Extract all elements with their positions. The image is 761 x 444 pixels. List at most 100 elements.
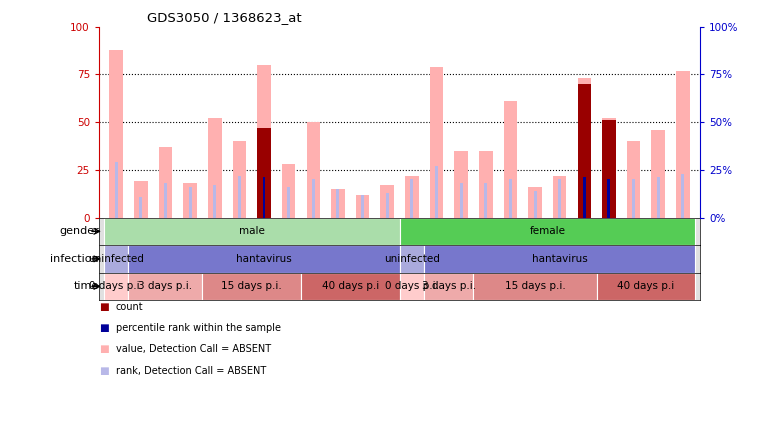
Bar: [632, 179, 635, 218]
Bar: [670, 218, 696, 290]
Bar: [263, 178, 266, 218]
Text: infection: infection: [50, 254, 99, 264]
Bar: [356, 194, 369, 218]
Bar: [498, 218, 523, 290]
Bar: [103, 218, 400, 245]
Bar: [607, 179, 610, 218]
Bar: [473, 273, 597, 300]
Bar: [400, 218, 696, 245]
Bar: [159, 147, 172, 218]
Text: 15 days p.i.: 15 days p.i.: [221, 281, 282, 291]
Bar: [103, 273, 129, 300]
Bar: [326, 218, 350, 290]
Bar: [460, 183, 463, 218]
Bar: [553, 175, 566, 218]
Bar: [287, 187, 290, 218]
Bar: [103, 218, 129, 290]
Bar: [583, 178, 586, 218]
Bar: [233, 141, 246, 218]
Bar: [202, 273, 301, 300]
Bar: [676, 71, 689, 218]
Bar: [183, 183, 197, 218]
Bar: [227, 218, 252, 290]
Bar: [202, 218, 227, 290]
Bar: [681, 174, 684, 218]
Bar: [657, 178, 660, 218]
Bar: [627, 141, 640, 218]
Bar: [252, 218, 276, 290]
Text: 40 days p.i: 40 days p.i: [322, 281, 379, 291]
Text: hantavirus: hantavirus: [236, 254, 292, 264]
Text: ■: ■: [99, 302, 109, 312]
Bar: [479, 151, 492, 218]
Text: ■: ■: [99, 345, 109, 354]
Bar: [276, 218, 301, 290]
Bar: [380, 185, 394, 218]
Bar: [336, 189, 339, 218]
Bar: [301, 273, 400, 300]
Bar: [528, 187, 542, 218]
Bar: [621, 218, 646, 290]
Bar: [473, 218, 498, 290]
Text: value, Detection Call = ABSENT: value, Detection Call = ABSENT: [116, 345, 271, 354]
Text: uninfected: uninfected: [88, 254, 144, 264]
Bar: [405, 175, 419, 218]
Bar: [263, 178, 266, 218]
Text: uninfected: uninfected: [384, 254, 440, 264]
Bar: [103, 245, 129, 273]
Bar: [129, 218, 153, 290]
Bar: [559, 179, 561, 218]
Text: 0 days p.i.: 0 days p.i.: [385, 281, 439, 291]
Bar: [602, 120, 616, 218]
Bar: [400, 273, 424, 300]
Bar: [129, 245, 400, 273]
Bar: [578, 84, 591, 218]
Bar: [504, 101, 517, 218]
Text: rank, Detection Call = ABSENT: rank, Detection Call = ABSENT: [116, 366, 266, 376]
Bar: [110, 50, 123, 218]
Bar: [424, 245, 696, 273]
Bar: [509, 179, 512, 218]
Text: GDS3050 / 1368623_at: GDS3050 / 1368623_at: [147, 11, 301, 24]
Text: 15 days p.i.: 15 days p.i.: [505, 281, 565, 291]
Text: time: time: [74, 281, 99, 291]
Text: 3 days p.i.: 3 days p.i.: [422, 281, 476, 291]
Bar: [257, 65, 271, 218]
Text: percentile rank within the sample: percentile rank within the sample: [116, 323, 281, 333]
Text: 0 days p.i.: 0 days p.i.: [89, 281, 143, 291]
Bar: [597, 273, 696, 300]
Bar: [153, 218, 178, 290]
Bar: [361, 194, 364, 218]
Bar: [410, 179, 413, 218]
Bar: [257, 128, 271, 218]
Bar: [400, 218, 424, 290]
Bar: [430, 67, 443, 218]
Bar: [312, 179, 315, 218]
Text: gender: gender: [59, 226, 99, 236]
Text: female: female: [530, 226, 565, 236]
Text: count: count: [116, 302, 143, 312]
Bar: [189, 187, 192, 218]
Text: ■: ■: [99, 323, 109, 333]
Bar: [449, 218, 473, 290]
Bar: [331, 189, 345, 218]
Bar: [578, 78, 591, 218]
Bar: [583, 175, 586, 218]
Bar: [435, 166, 438, 218]
Bar: [282, 164, 295, 218]
Bar: [129, 273, 202, 300]
Bar: [213, 185, 216, 218]
Bar: [301, 218, 326, 290]
Bar: [424, 218, 449, 290]
Bar: [646, 218, 670, 290]
Text: 40 days p.i: 40 days p.i: [617, 281, 674, 291]
Bar: [386, 193, 389, 218]
Bar: [134, 181, 148, 218]
Text: male: male: [239, 226, 265, 236]
Bar: [547, 218, 572, 290]
Text: hantavirus: hantavirus: [532, 254, 587, 264]
Bar: [602, 118, 616, 218]
Bar: [607, 178, 610, 218]
Bar: [400, 245, 424, 273]
Bar: [164, 183, 167, 218]
